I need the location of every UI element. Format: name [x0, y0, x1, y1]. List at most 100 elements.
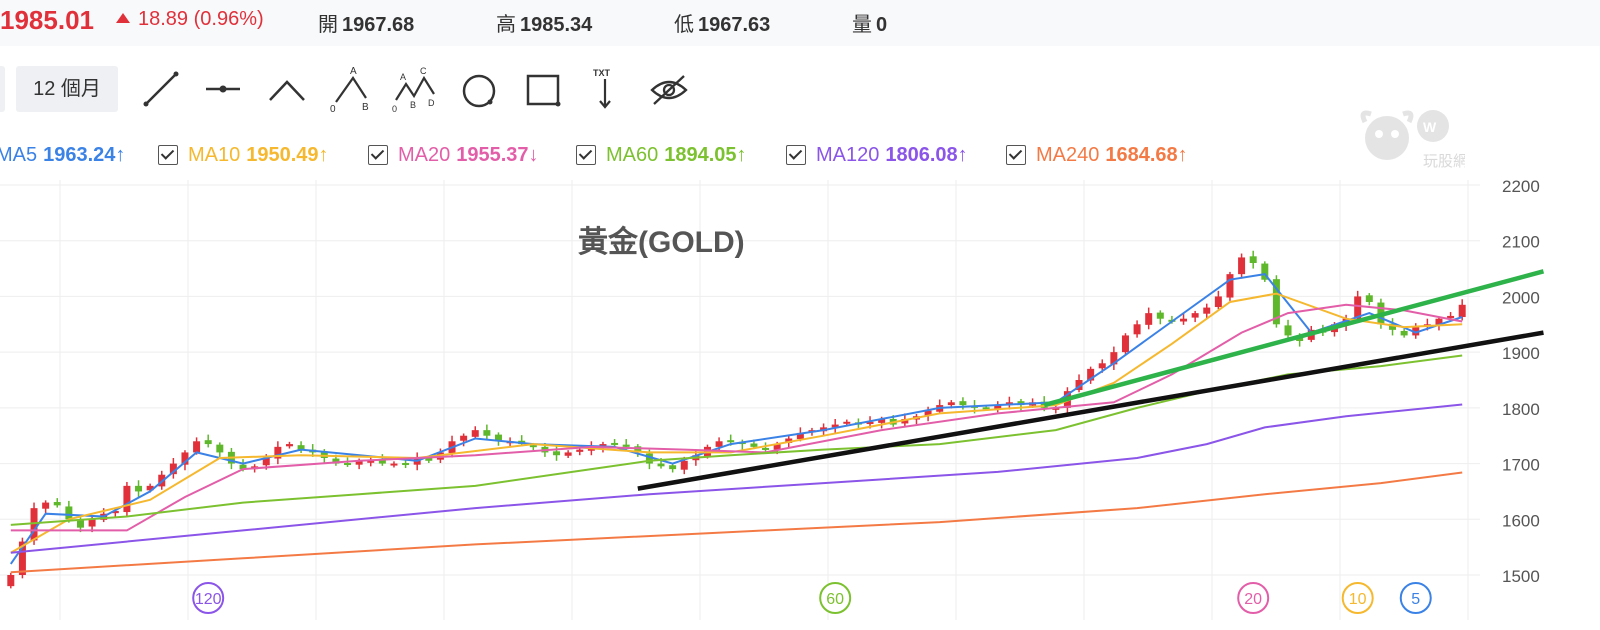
- svg-text:B: B: [410, 100, 416, 110]
- ma-line-ma60: [10, 354, 1463, 526]
- svg-text:C: C: [420, 66, 427, 76]
- quote-bar: 1985.01 18.89 (0.96%) 開 1967.68 高 1985.34 …: [0, 0, 1600, 46]
- line-tool-icon[interactable]: [136, 64, 186, 114]
- y-tick-label: 1800: [1502, 400, 1540, 419]
- hide-drawings-icon[interactable]: [644, 64, 694, 114]
- ma-value: 1806.08↑: [885, 144, 968, 166]
- ma-checkbox-ma120[interactable]: [786, 145, 806, 165]
- price-chart[interactable]: 2200 2100 2000 1900 1800 1700 1600 1500 120 60 20 1…: [0, 180, 1600, 630]
- toolbar-scroll-button[interactable]: [0, 66, 5, 112]
- high-value: 1985.34: [520, 14, 593, 36]
- candle-body: [460, 435, 468, 441]
- candle-body: [1458, 304, 1466, 318]
- y-tick-label: 1900: [1502, 344, 1540, 363]
- candle-body: [18, 541, 26, 575]
- ma-label: MA120: [816, 144, 880, 166]
- up-arrow-icon: [116, 13, 130, 23]
- period-marker-20: [1237, 582, 1270, 614]
- abc-pattern-tool-icon[interactable]: A 0 B: [328, 64, 378, 115]
- candle-body: [1145, 313, 1153, 325]
- ma-checkbox-ma60[interactable]: [576, 145, 596, 165]
- candle-body: [274, 446, 282, 459]
- ma-legend-ma20: MA20 1955.37↓: [398, 144, 539, 167]
- candle-body: [332, 458, 340, 464]
- candle-body: [553, 451, 561, 456]
- y-tick-label: 1600: [1502, 511, 1540, 530]
- candle-body: [1365, 295, 1373, 302]
- candle-body: [483, 430, 491, 436]
- candle-body: [76, 519, 84, 528]
- low-label: 低: [674, 14, 694, 36]
- ma-line-ma240: [10, 471, 1463, 574]
- candle-body: [402, 463, 410, 466]
- y-tick-label: 1700: [1502, 456, 1540, 475]
- candle-body: [1098, 363, 1106, 369]
- last-price: 1985.01: [0, 5, 94, 35]
- open-value: 1967.68: [342, 14, 415, 36]
- candle-body: [378, 459, 386, 464]
- candle-body: [634, 446, 642, 453]
- ma-label: MA10: [188, 144, 241, 166]
- price-change: 18.89 (0.96%): [116, 8, 264, 31]
- svg-text:D: D: [428, 98, 435, 108]
- period-marker-label: 60: [826, 591, 844, 608]
- text-tool-icon[interactable]: TXT: [580, 64, 630, 114]
- angle-tool-icon[interactable]: [262, 64, 312, 114]
- period-marker-120: [192, 582, 225, 614]
- candle-body: [796, 432, 804, 440]
- candle-body: [65, 506, 73, 520]
- ma-label: MA20: [398, 144, 451, 166]
- high-label: 高: [496, 14, 516, 36]
- candle-body: [785, 438, 793, 443]
- circle-tool-icon[interactable]: [454, 64, 504, 114]
- ma-legend-ma10: MA10 1950.49↑: [188, 144, 329, 167]
- candle-body: [193, 441, 201, 453]
- trendline-support: [637, 330, 1544, 491]
- candle-body: [123, 485, 131, 513]
- candle-body: [657, 463, 665, 467]
- candle-body: [494, 434, 502, 442]
- candle-body: [843, 421, 851, 424]
- candle-body: [669, 465, 677, 470]
- candle-body: [866, 421, 874, 425]
- svg-text:0: 0: [392, 104, 397, 114]
- candle-body: [425, 458, 433, 461]
- low-stat: 低 1967.63: [674, 8, 770, 37]
- candle-body: [680, 460, 688, 470]
- y-tick-label: 2200: [1502, 180, 1540, 196]
- candle-body: [715, 441, 723, 447]
- candle-body: [1284, 325, 1292, 336]
- candle-body: [901, 419, 909, 424]
- period-marker-60: [819, 582, 852, 614]
- volume-label: 量: [852, 14, 872, 36]
- ma-checkbox-ma10[interactable]: [158, 145, 178, 165]
- abcd-pattern-tool-icon[interactable]: A C 0 B D: [390, 64, 440, 114]
- candle-body: [367, 460, 375, 463]
- horizontal-line-tool-icon[interactable]: [198, 64, 248, 114]
- ma-value: 1894.05↑: [664, 144, 747, 166]
- candle-body: [1354, 296, 1362, 319]
- candle-body: [390, 463, 398, 466]
- candle-body: [1272, 279, 1280, 325]
- candle-body: [7, 575, 15, 587]
- candle-body: [1389, 323, 1397, 330]
- volume-value: 0: [876, 14, 888, 36]
- candle-body: [146, 485, 154, 491]
- ma-checkbox-ma20[interactable]: [368, 145, 388, 165]
- open-stat: 開 1967.68: [318, 8, 414, 37]
- candle-body: [762, 447, 770, 450]
- period-marker-label: 120: [195, 591, 222, 608]
- ma-checkbox-ma240[interactable]: [1006, 145, 1026, 165]
- candle-body: [1214, 296, 1222, 308]
- candle-body: [1133, 324, 1141, 335]
- y-tick-label: 1500: [1502, 567, 1540, 586]
- ma-line-ma10: [10, 292, 1463, 554]
- trendline-channel: [1043, 269, 1545, 408]
- rectangle-tool-icon[interactable]: [518, 64, 568, 114]
- candle-body: [622, 444, 630, 447]
- period-marker-10: [1341, 582, 1374, 614]
- ma-value: 1955.37↓: [456, 144, 539, 166]
- candle-body: [42, 502, 50, 509]
- period-select[interactable]: 12 個月: [16, 66, 118, 112]
